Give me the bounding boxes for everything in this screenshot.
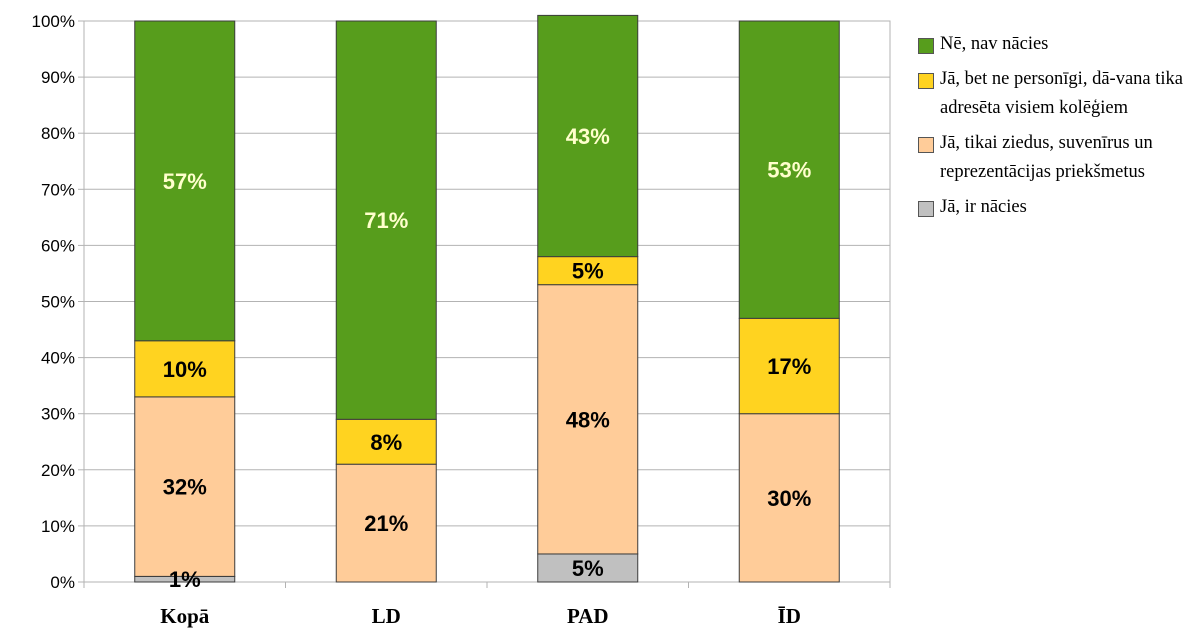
y-tick-label: 100% (32, 12, 75, 31)
data-label: 30% (767, 486, 811, 511)
bar-segment (335, 463, 437, 583)
bar-segment (335, 418, 437, 465)
data-label: 48% (566, 407, 610, 432)
y-tick-label: 50% (41, 293, 75, 312)
legend-label-ne: Nē, nav nācies (940, 34, 1049, 54)
bar-segment (537, 14, 639, 258)
x-category-label: PAD (567, 604, 609, 628)
data-label: 21% (364, 511, 408, 536)
legend-item-ja-kolegiem: Jā, bet ne personīgi, dā-vana tika adres… (918, 69, 1188, 123)
bar-segment (134, 20, 236, 342)
legend-item-ja-ziedus: Jā, tikai ziedus, suvenīrus un reprezent… (918, 133, 1188, 187)
bar-segment (738, 413, 840, 583)
data-label: 5% (572, 259, 604, 284)
legend-swatch-ja-ir (918, 201, 934, 217)
chart-legend: Nē, nav nācies Jā, bet ne personīgi, dā-… (918, 34, 1188, 232)
y-tick-label: 60% (41, 236, 75, 255)
bar-segment (738, 20, 840, 319)
x-category-label: LD (372, 604, 401, 628)
chart-plot-area: 0% 10% 20% 30% 40% 50% 60% 70% 80% 90% 100% 1% 32% 10… (32, 12, 891, 628)
data-label: 5% (572, 556, 604, 581)
data-label: 17% (767, 354, 811, 379)
y-tick-label: 30% (41, 405, 75, 424)
bar-segment (335, 20, 437, 420)
y-tick-label: 40% (41, 349, 75, 368)
legend-item-ne: Nē, nav nācies (918, 34, 1188, 59)
data-label: 53% (767, 158, 811, 183)
y-tick-label: 0% (50, 573, 75, 592)
bar-segment (537, 256, 639, 286)
x-category-label: ĪD (778, 604, 801, 628)
bar-segment (738, 317, 840, 415)
y-tick-label: 90% (41, 68, 75, 87)
data-label: 43% (566, 124, 610, 149)
data-label: 8% (370, 430, 402, 455)
y-tick-label: 70% (41, 180, 75, 199)
legend-label-ja-ir: Jā, ir nācies (940, 197, 1027, 217)
data-label: 57% (163, 169, 207, 194)
y-tick-label: 20% (41, 461, 75, 480)
x-category-label: Kopā (160, 604, 210, 628)
legend-swatch-ja-ziedus (918, 137, 934, 153)
bar-segment (537, 284, 639, 555)
legend-item-ja-ir: Jā, ir nācies (918, 197, 1188, 222)
legend-label-ja-kolegiem: Jā, bet ne personīgi, dā-vana tika adres… (940, 69, 1183, 118)
y-tick-label: 80% (41, 124, 75, 143)
data-label: 10% (163, 357, 207, 382)
data-label: 32% (163, 475, 207, 500)
bar-segment (537, 553, 639, 583)
y-tick-label: 10% (41, 517, 75, 536)
data-label: 1% (169, 567, 201, 592)
legend-swatch-ne (918, 38, 934, 54)
bar-segment (134, 340, 236, 398)
data-label: 71% (364, 208, 408, 233)
legend-label-ja-ziedus: Jā, tikai ziedus, suvenīrus un reprezent… (940, 133, 1153, 182)
legend-swatch-ja-kolegiem (918, 73, 934, 89)
